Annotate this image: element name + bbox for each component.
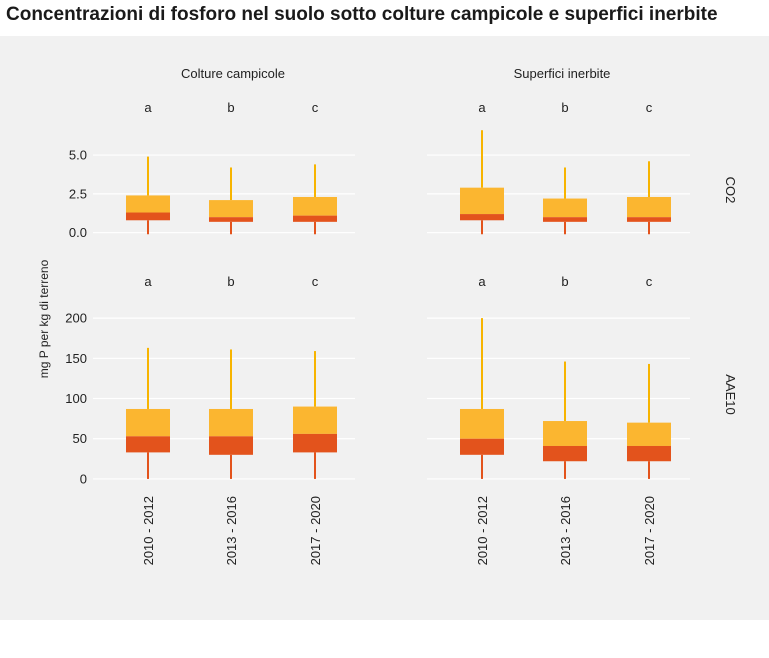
y-tick-aae10-3: 150 xyxy=(65,351,87,366)
sig-letter-aae10-superfici-inerbite-c: c xyxy=(646,274,653,289)
facet-title-colture-campicole: Colture campicole xyxy=(181,66,285,81)
strip-label-co2: CO2 xyxy=(723,177,738,204)
sig-letter-co2-colture-campicole-a: a xyxy=(144,100,152,115)
y-tick-aae10-2: 100 xyxy=(65,391,87,406)
x-tick-superfici-inerbite-2013-2016: 2013 - 2016 xyxy=(558,496,573,565)
box-upper-aae10-superfici-inerbite-2017-2020 xyxy=(627,422,671,446)
box-upper-aae10-colture-campicole-2013-2016 xyxy=(209,408,253,437)
box-lower-co2-superfici-inerbite-2010-2012 xyxy=(460,214,504,221)
x-tick-superfici-inerbite-2010-2012: 2010 - 2012 xyxy=(475,496,490,565)
box-upper-aae10-superfici-inerbite-2010-2012 xyxy=(460,408,504,439)
box-upper-co2-colture-campicole-2017-2020 xyxy=(293,196,337,216)
box-upper-co2-colture-campicole-2010-2012 xyxy=(126,195,170,213)
y-tick-aae10-1: 50 xyxy=(73,431,87,446)
box-lower-aae10-colture-campicole-2010-2012 xyxy=(126,436,170,453)
chart-area: Colture campicole Superfici inerbite mg P … xyxy=(0,36,769,620)
sig-letter-aae10-colture-campicole-c: c xyxy=(312,274,319,289)
box-upper-co2-superfici-inerbite-2010-2012 xyxy=(460,187,504,215)
sig-letter-co2-colture-campicole-b: b xyxy=(227,100,234,115)
sig-letter-co2-superfici-inerbite-a: a xyxy=(478,100,486,115)
chart-title: Concentrazioni di fosforo nel suolo sott… xyxy=(6,4,718,25)
box-lower-aae10-colture-campicole-2013-2016 xyxy=(209,436,253,455)
box-lower-co2-superfici-inerbite-2013-2016 xyxy=(543,217,587,222)
box-lower-co2-colture-campicole-2013-2016 xyxy=(209,217,253,222)
boxplot-chart: Colture campicole Superfici inerbite mg P … xyxy=(37,66,738,565)
y-tick-co2-0: 0.0 xyxy=(69,225,87,240)
box-upper-aae10-colture-campicole-2017-2020 xyxy=(293,406,337,434)
facet-title-superfici-inerbite: Superfici inerbite xyxy=(514,66,611,81)
y-tick-aae10-4: 200 xyxy=(65,311,87,326)
sig-letter-co2-superfici-inerbite-b: b xyxy=(561,100,568,115)
y-axis-label: mg P per kg di terreno xyxy=(37,259,51,378)
sig-letter-co2-colture-campicole-c: c xyxy=(312,100,319,115)
sig-letter-aae10-colture-campicole-b: b xyxy=(227,274,234,289)
sig-letter-aae10-colture-campicole-a: a xyxy=(144,274,152,289)
sig-letter-aae10-superfici-inerbite-a: a xyxy=(478,274,486,289)
box-lower-aae10-colture-campicole-2017-2020 xyxy=(293,433,337,453)
y-tick-co2-1: 2.5 xyxy=(69,186,87,201)
box-upper-co2-colture-campicole-2013-2016 xyxy=(209,200,253,218)
box-lower-aae10-superfici-inerbite-2013-2016 xyxy=(543,445,587,462)
box-lower-co2-colture-campicole-2017-2020 xyxy=(293,215,337,222)
box-upper-aae10-superfici-inerbite-2013-2016 xyxy=(543,421,587,446)
x-tick-colture-campicole-2013-2016: 2013 - 2016 xyxy=(224,496,239,565)
box-lower-co2-colture-campicole-2010-2012 xyxy=(126,212,170,221)
x-tick-colture-campicole-2010-2012: 2010 - 2012 xyxy=(141,496,156,565)
sig-letter-aae10-superfici-inerbite-b: b xyxy=(561,274,568,289)
box-upper-aae10-colture-campicole-2010-2012 xyxy=(126,408,170,437)
box-upper-co2-superfici-inerbite-2013-2016 xyxy=(543,198,587,218)
sig-letter-co2-superfici-inerbite-c: c xyxy=(646,100,653,115)
y-tick-co2-2: 5.0 xyxy=(69,148,87,163)
box-lower-aae10-superfici-inerbite-2017-2020 xyxy=(627,445,671,462)
box-lower-co2-superfici-inerbite-2017-2020 xyxy=(627,217,671,222)
x-tick-superfici-inerbite-2017-2020: 2017 - 2020 xyxy=(642,496,657,565)
x-tick-colture-campicole-2017-2020: 2017 - 2020 xyxy=(308,496,323,565)
y-tick-aae10-0: 0 xyxy=(80,471,87,486)
box-lower-aae10-superfici-inerbite-2010-2012 xyxy=(460,438,504,455)
box-upper-co2-superfici-inerbite-2017-2020 xyxy=(627,196,671,218)
strip-label-aae10: AAE10 xyxy=(723,374,738,414)
